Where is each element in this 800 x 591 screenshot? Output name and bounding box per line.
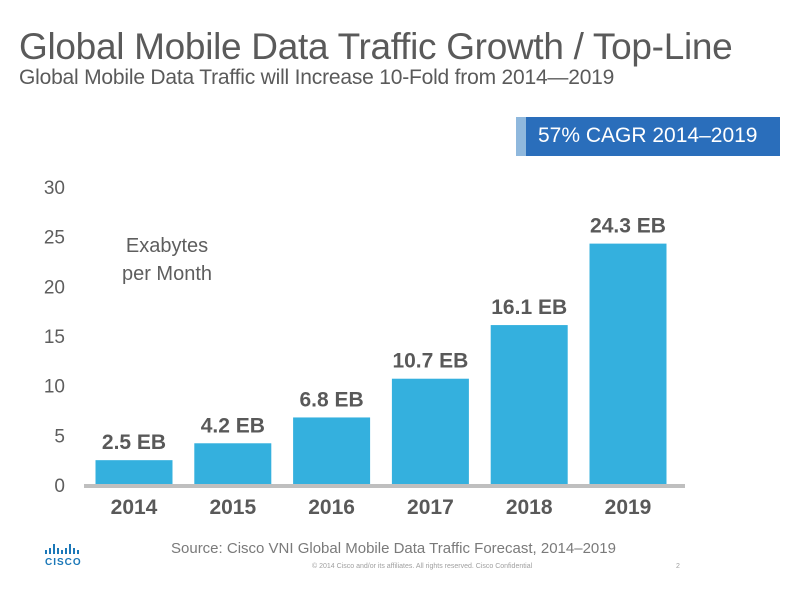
bar-2018 bbox=[490, 325, 568, 485]
x-tick-label-2017: 2017 bbox=[407, 496, 454, 519]
page-number: 2 bbox=[676, 563, 680, 570]
x-tick-label-2014: 2014 bbox=[111, 496, 158, 519]
y-tick-label: 15 bbox=[44, 327, 65, 348]
slide-title: Global Mobile Data Traffic Growth / Top-… bbox=[19, 26, 733, 67]
bar-2017 bbox=[391, 378, 469, 485]
x-axis-ticks: 2014 2015 2016 2017 2018 2019 bbox=[111, 496, 652, 519]
x-tick-label-2018: 2018 bbox=[506, 496, 553, 519]
callout-text: 57% CAGR 2014–2019 bbox=[538, 124, 758, 147]
y-tick-label: 25 bbox=[44, 228, 65, 249]
copyright-note: © 2014 Cisco and/or its affiliates. All … bbox=[312, 563, 533, 570]
data-label-2018: 16.1 EB bbox=[491, 296, 567, 319]
source-note: Source: Cisco VNI Global Mobile Data Tra… bbox=[171, 540, 616, 557]
data-label-2014: 2.5 EB bbox=[102, 431, 166, 454]
data-label-2016: 6.8 EB bbox=[299, 388, 363, 411]
callout-accent-bar bbox=[516, 117, 526, 156]
y-tick-label: 5 bbox=[54, 426, 65, 447]
cisco-wordmark: CISCO bbox=[45, 557, 82, 568]
bar-2019 bbox=[589, 243, 667, 485]
x-tick-label-2019: 2019 bbox=[605, 496, 652, 519]
y-axis-ticks: 0 5 10 15 20 25 30 bbox=[44, 178, 65, 497]
y-tick-label: 20 bbox=[44, 277, 65, 298]
data-label-2019: 24.3 EB bbox=[590, 215, 666, 238]
y-tick-label: 0 bbox=[54, 476, 65, 497]
bar-2014 bbox=[95, 460, 173, 485]
x-tick-label-2015: 2015 bbox=[209, 496, 256, 519]
y-axis-label-line-1: Exabytes bbox=[126, 235, 208, 257]
x-tick-label-2016: 2016 bbox=[308, 496, 355, 519]
data-label-2015: 4.2 EB bbox=[201, 414, 265, 437]
cisco-logo: CISCO bbox=[41, 543, 91, 571]
slide-subtitle: Global Mobile Data Traffic will Increase… bbox=[19, 66, 615, 89]
bar-2015 bbox=[194, 443, 272, 485]
data-label-2017: 10.7 EB bbox=[392, 350, 468, 373]
bar-series: 2.5 EB 4.2 EB 6.8 EB 10.7 EB 16.1 EB 24.3 EB bbox=[95, 215, 667, 485]
bar-2016 bbox=[293, 417, 371, 485]
cisco-bridge-icon bbox=[45, 544, 79, 554]
cagr-callout: 57% CAGR 2014–2019 bbox=[516, 117, 780, 156]
y-tick-label: 10 bbox=[44, 377, 65, 398]
y-tick-label: 30 bbox=[44, 178, 65, 199]
y-axis-label-line-2: per Month bbox=[122, 263, 212, 285]
